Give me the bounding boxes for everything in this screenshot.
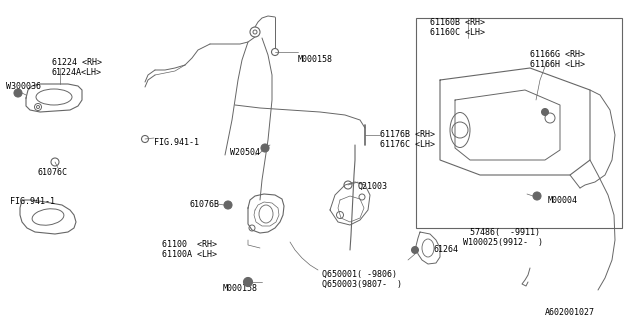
Text: W20504: W20504 — [230, 148, 260, 157]
Text: 61176B <RH>: 61176B <RH> — [380, 130, 435, 139]
Text: 61100  <RH>: 61100 <RH> — [162, 240, 217, 249]
Text: M000158: M000158 — [223, 284, 258, 293]
Text: W100025(9912-  ): W100025(9912- ) — [463, 238, 543, 247]
Text: Q650001( -9806): Q650001( -9806) — [322, 270, 397, 279]
Text: M000158: M000158 — [298, 55, 333, 64]
Text: 61166H <LH>: 61166H <LH> — [530, 60, 585, 69]
Circle shape — [243, 277, 253, 286]
Text: 61160B <RH>: 61160B <RH> — [430, 18, 485, 27]
Text: 61166G <RH>: 61166G <RH> — [530, 50, 585, 59]
Text: W300036: W300036 — [6, 82, 41, 91]
Bar — [416, 18, 622, 228]
Text: FIG.941-1: FIG.941-1 — [154, 138, 199, 147]
Circle shape — [541, 108, 548, 116]
Text: 61176C <LH>: 61176C <LH> — [380, 140, 435, 149]
Text: 61076C: 61076C — [37, 168, 67, 177]
Circle shape — [224, 201, 232, 209]
Text: M00004: M00004 — [548, 196, 578, 205]
Text: 61160C <LH>: 61160C <LH> — [430, 28, 485, 37]
Circle shape — [412, 246, 419, 253]
Text: 61224A<LH>: 61224A<LH> — [52, 68, 102, 77]
Circle shape — [533, 192, 541, 200]
Text: 61076B: 61076B — [190, 200, 220, 209]
Text: A602001027: A602001027 — [545, 308, 595, 317]
Circle shape — [14, 89, 22, 97]
Text: Q650003(9807-  ): Q650003(9807- ) — [322, 280, 402, 289]
Text: 61264: 61264 — [434, 245, 459, 254]
Text: 61224 <RH>: 61224 <RH> — [52, 58, 102, 67]
Circle shape — [261, 144, 269, 152]
Text: 61100A <LH>: 61100A <LH> — [162, 250, 217, 259]
Text: FIG.941-1: FIG.941-1 — [10, 197, 55, 206]
Text: Q21003: Q21003 — [358, 182, 388, 191]
Text: 57486(  -9911): 57486( -9911) — [470, 228, 540, 237]
